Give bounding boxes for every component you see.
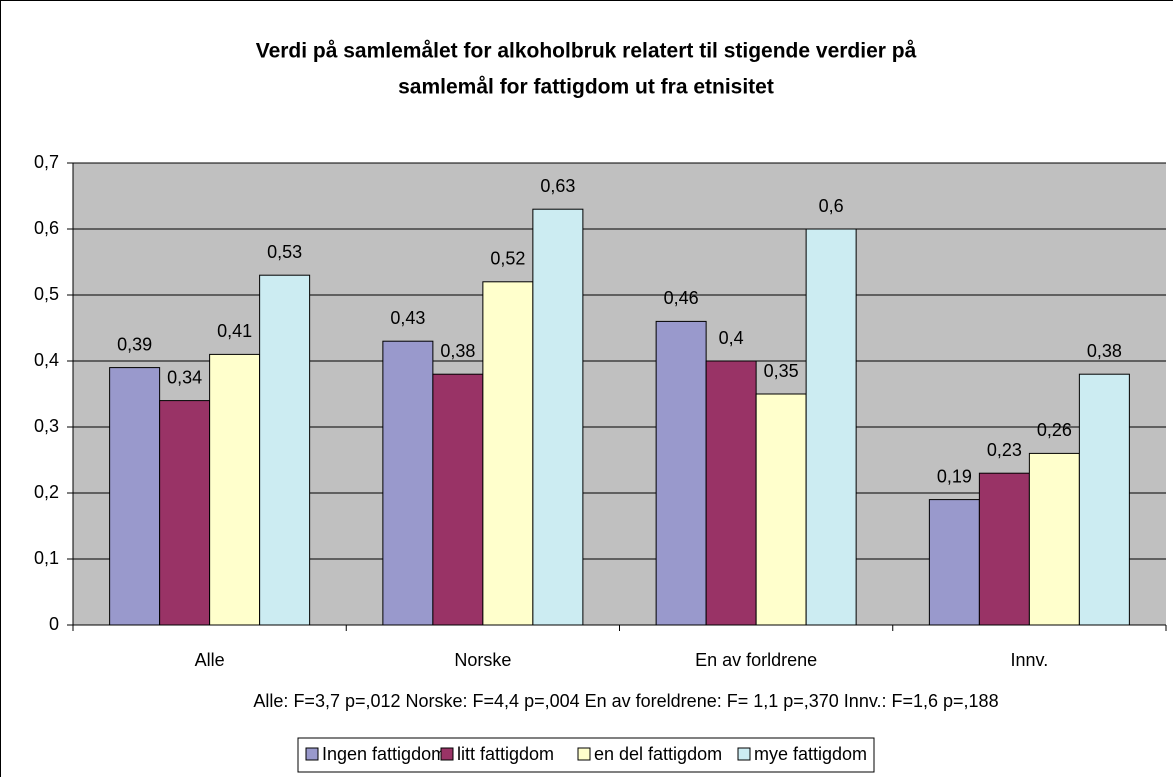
- bar: [159, 400, 211, 626]
- data-label: 0,53: [267, 242, 302, 262]
- bar: [655, 320, 707, 626]
- data-label: 0,23: [987, 440, 1022, 460]
- bar: [805, 228, 857, 626]
- bar: [978, 472, 1030, 626]
- chart-title: samlemål for fattigdom ut fra etnisitet: [398, 76, 774, 99]
- data-label: 0,39: [117, 334, 152, 354]
- y-tick-label: 0: [49, 614, 59, 634]
- y-tick-label: 0,5: [34, 284, 59, 304]
- data-label: 0,52: [490, 249, 525, 269]
- bar: [532, 208, 584, 626]
- legend-label: litt fattigdom: [457, 744, 554, 764]
- bar: [482, 281, 534, 626]
- legend-swatch: [577, 747, 591, 761]
- y-tick-label: 0,7: [34, 152, 59, 172]
- bar: [1028, 452, 1080, 626]
- data-label: 0,63: [540, 176, 575, 196]
- x-tick-label: En av forldrene: [695, 650, 817, 670]
- y-tick-label: 0,6: [34, 218, 59, 238]
- bar: [755, 393, 807, 626]
- data-label: 0,34: [167, 367, 202, 387]
- legend-label: mye fattigdom: [754, 744, 867, 764]
- x-tick-label: Norske: [454, 650, 511, 670]
- chart-title: Verdi på samlemålet for alkoholbruk rela…: [256, 40, 917, 63]
- data-label: 0,38: [440, 341, 475, 361]
- legend-swatch: [737, 747, 751, 761]
- data-label: 0,43: [390, 308, 425, 328]
- data-label: 0,26: [1037, 420, 1072, 440]
- bar: [432, 373, 484, 626]
- bar: [705, 360, 757, 626]
- y-tick-label: 0,4: [34, 350, 59, 370]
- legend-swatch: [305, 747, 319, 761]
- data-label: 0,38: [1087, 341, 1122, 361]
- legend-swatch: [440, 747, 454, 761]
- bar: [928, 499, 980, 626]
- data-label: 0,4: [719, 328, 744, 348]
- data-label: 0,46: [664, 288, 699, 308]
- bar: [259, 274, 311, 626]
- bar: [382, 340, 434, 626]
- data-label: 0,6: [819, 196, 844, 216]
- y-tick-label: 0,1: [34, 548, 59, 568]
- data-label: 0,19: [937, 466, 972, 486]
- data-label: 0,41: [217, 321, 252, 341]
- bar: [109, 367, 161, 626]
- bar: [1078, 373, 1130, 626]
- annotation: Alle: F=3,7 p=,012 Norske: F=4,4 p=,004 …: [253, 691, 998, 711]
- y-tick-label: 0,3: [34, 416, 59, 436]
- y-tick-label: 0,2: [34, 482, 59, 502]
- bar: [209, 353, 261, 626]
- x-tick-label: Alle: [195, 650, 225, 670]
- legend-label: Ingen fattigdom: [322, 744, 446, 764]
- legend-label: en del fattigdom: [594, 744, 722, 764]
- x-tick-label: Innv.: [1011, 650, 1049, 670]
- data-label: 0,35: [764, 361, 799, 381]
